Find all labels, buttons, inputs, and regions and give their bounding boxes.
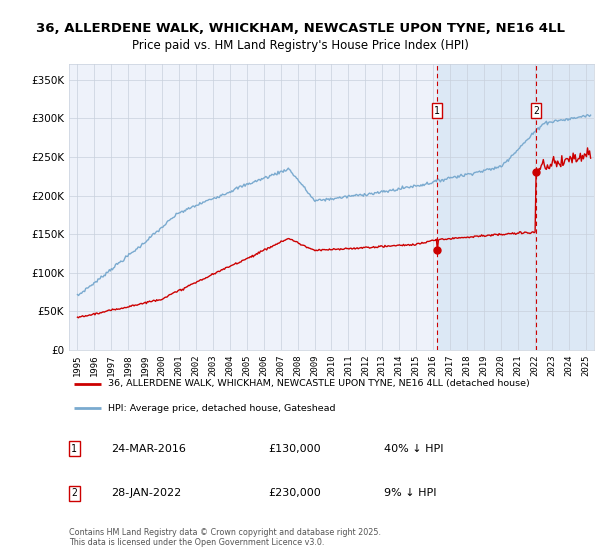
Text: £230,000: £230,000 [269, 488, 321, 498]
Text: 9% ↓ HPI: 9% ↓ HPI [384, 488, 437, 498]
Text: HPI: Average price, detached house, Gateshead: HPI: Average price, detached house, Gate… [109, 404, 336, 413]
Bar [437, 64, 600, 350]
Text: 1: 1 [71, 444, 77, 454]
Text: 40% ↓ HPI: 40% ↓ HPI [384, 444, 443, 454]
Text: 1: 1 [434, 106, 440, 116]
Text: Contains HM Land Registry data © Crown copyright and database right 2025.
This d: Contains HM Land Registry data © Crown c… [69, 528, 381, 547]
Text: 36, ALLERDENE WALK, WHICKHAM, NEWCASTLE UPON TYNE, NE16 4LL (detached house): 36, ALLERDENE WALK, WHICKHAM, NEWCASTLE … [109, 380, 530, 389]
Text: Price paid vs. HM Land Registry's House Price Index (HPI): Price paid vs. HM Land Registry's House … [131, 39, 469, 52]
Text: 24-MAR-2016: 24-MAR-2016 [111, 444, 186, 454]
Text: 28-JAN-2022: 28-JAN-2022 [111, 488, 181, 498]
Text: 2: 2 [71, 488, 77, 498]
Text: 2: 2 [533, 106, 539, 116]
Text: 36, ALLERDENE WALK, WHICKHAM, NEWCASTLE UPON TYNE, NE16 4LL: 36, ALLERDENE WALK, WHICKHAM, NEWCASTLE … [35, 22, 565, 35]
Text: £130,000: £130,000 [269, 444, 321, 454]
